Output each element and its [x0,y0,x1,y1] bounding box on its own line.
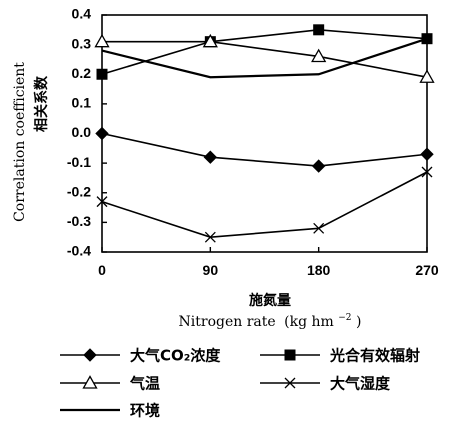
y-axis-label-en: Correlation coefficient [12,62,28,222]
legend-label: 气温 [129,375,160,393]
legend-marker [284,349,296,361]
x-axis-label-en-close: ) [356,314,361,330]
series-2 [96,24,433,80]
y-tick-label: 0.2 [72,65,92,81]
legend-label: 光合有效辐射 [329,347,420,365]
y-axis-label-cn: 相关系数 [33,75,50,132]
y-tick-label: 0.1 [72,95,92,111]
legend-label: 环境 [130,402,160,420]
x-tick-label: 90 [203,262,219,278]
legend-item: 环境 [60,402,160,420]
x-axis-label-en: Nitrogen rate (kg hm −2 ) [179,308,362,330]
y-tick-labels: 0.4 0.3 0.2 0.1 0.0 -0.1 -0.2 -0.3 -0.4 [67,6,91,259]
x-tick-label: 180 [307,262,331,278]
data-point [96,196,108,208]
x-axis-label-en-exp: −2 [338,313,351,323]
data-point [96,68,108,80]
series-4 [96,166,433,243]
data-point [421,166,433,178]
data-point [420,147,434,161]
x-tick-label: 0 [98,262,106,278]
legend-marker [284,377,296,389]
legend-marker [83,348,97,362]
x-axis-label-en-prefix: Nitrogen rate [179,314,276,330]
plot-frame [101,14,428,253]
data-point [94,33,110,48]
data-point [313,24,325,36]
series-line [101,37,428,79]
series-1 [95,126,434,173]
y-tick-label: -0.4 [67,243,91,259]
y-tick-label: -0.1 [67,154,91,170]
legend-item: 光合有效辐射 [260,347,420,365]
x-axis-label-en-unit: (kg hm [284,314,334,330]
series-line [101,29,428,76]
legend-item: 大气CO₂浓度 [60,347,221,365]
data-point [95,126,109,141]
legend-label: 大气湿度 [330,375,391,393]
series-line [102,40,428,78]
series-line [101,171,428,238]
data-point [313,222,325,234]
x-tick-label: 270 [415,262,439,278]
data-point [419,69,435,83]
data-point [203,150,218,164]
axes [101,14,428,253]
y-tick-label: 0.3 [72,35,92,51]
series-5 [101,37,428,79]
data-point [202,33,218,48]
data-point [311,48,327,63]
y-tick-label: 0.4 [72,6,92,22]
y-tick-label: -0.3 [67,213,91,229]
x-axis-label-cn: 施氮量 [249,292,291,309]
legend-marker [82,375,98,389]
data-point [311,159,326,173]
y-tick-label: -0.2 [67,183,91,199]
legend-item: 气温 [60,375,160,393]
series-3 [94,33,435,83]
legend-item: 大气湿度 [260,375,391,393]
legend-label: 大气CO₂浓度 [130,347,221,365]
x-tick-labels: 0 90 180 270 [98,262,439,278]
series-lines [94,24,435,243]
series-line [101,132,428,167]
data-point [204,231,216,243]
y-tick-label: 0.0 [72,124,92,140]
